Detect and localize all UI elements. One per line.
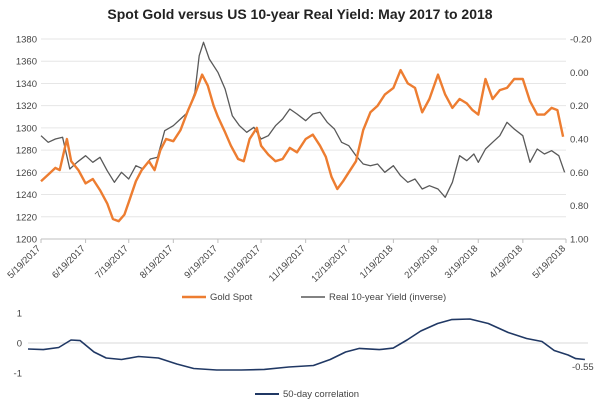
legend-bottom: 50-day correlation [255,389,359,400]
x-tick-label: 3/19/2018 [443,243,481,281]
right-tick-label: 0.40 [570,135,589,146]
series-lines [40,41,566,223]
right-tick-label: 0.00 [570,68,589,79]
x-tick-label: 9/19/2017 [182,243,220,281]
right-tick-label: 0.60 [570,168,589,179]
x-tick-label: 10/19/2017 [222,243,263,284]
x-tick-label: 12/19/2017 [310,243,351,284]
legend-top: Gold Spot Real 10-year Yield (inverse) [182,292,446,303]
right-tick-label: 0.80 [570,201,589,212]
x-tick-label: 11/19/2017 [267,243,308,284]
left-tick-label: 1300 [16,123,37,134]
left-tick-label: 1260 [16,168,37,179]
left-tick-label: 1240 [16,190,37,201]
series-line-gold-spot [40,68,565,223]
correlation-tick-label: -1 [14,369,22,380]
x-tick-label: 7/19/2017 [93,243,131,281]
correlation-end-label: -0.55 [572,362,594,373]
left-tick-label: 1380 [16,35,37,46]
series-line-real-yield [40,41,566,198]
left-tick-label: 1360 [16,57,37,68]
correlation-tick-label: 0 [17,339,22,350]
left-tick-label: 1200 [16,235,37,246]
x-tick-label: 5/19/2017 [5,243,43,281]
left-tick-label: 1340 [16,79,37,90]
x-tick-label: 8/19/2017 [138,243,176,281]
right-tick-label: 1.00 [570,235,589,246]
right-axis-ticks: -0.20 0.00 0.20 0.40 0.60 0.80 1.00 [570,35,592,246]
legend-label-gold: Gold Spot [210,292,253,303]
legend-label-yield: Real 10-year Yield (inverse) [329,292,446,303]
correlation-tick-label: 1 [17,309,22,320]
chart-title: Spot Gold versus US 10-year Real Yield: … [107,6,492,22]
x-tick-label: 5/19/2018 [530,243,568,281]
x-axis-ticks: 5/19/2017 6/19/2017 7/19/2017 8/19/2017 9/19… [5,239,568,285]
correlation-axis-ticks: 1 0 -1 [14,309,22,380]
left-tick-label: 1280 [16,146,37,157]
left-axis-ticks: 1200 1220 1240 1260 1280 1300 1320 1340 1360 1380 [16,35,37,246]
x-tick-label: 4/19/2018 [487,243,525,281]
right-tick-label: 0.20 [570,101,589,112]
x-tick-label: 6/19/2017 [50,243,88,281]
left-tick-label: 1220 [16,212,37,223]
x-tick-label: 2/19/2018 [402,243,440,281]
gridlines [41,38,566,218]
right-tick-label: -0.20 [570,35,592,46]
legend-label-correlation: 50-day correlation [283,389,359,400]
x-tick-label: 1/19/2018 [358,243,396,281]
left-tick-label: 1320 [16,101,37,112]
correlation-line [27,318,585,371]
series-line-correlation [27,318,585,371]
